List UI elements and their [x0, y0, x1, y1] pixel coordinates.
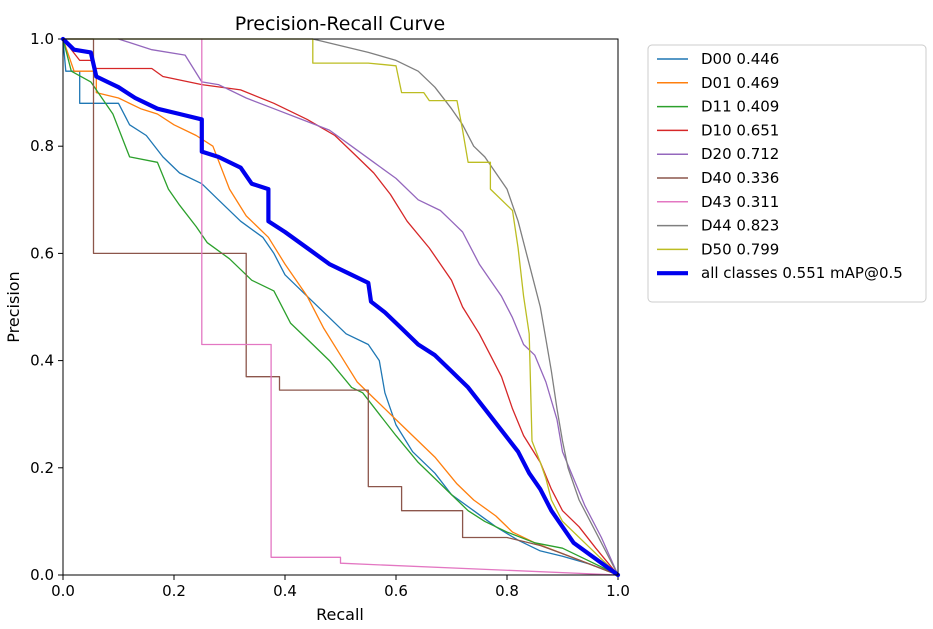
series-line-d20 [117, 38, 619, 576]
legend-label-d20: D20 0.712 [701, 145, 779, 163]
series-line-all-classes [60, 36, 621, 578]
axis-ticks: 0.0 0.2 0.4 0.6 0.8 1.0 0.0 0.2 0.4 0.6 0.8 1.0 [30, 30, 630, 600]
y-tick-label: 0.4 [30, 352, 54, 370]
y-tick-label: 0.6 [30, 244, 54, 262]
x-tick-label: 0.2 [162, 582, 186, 600]
legend-label-d01: D01 0.469 [701, 74, 779, 92]
legend-label-d00: D00 0.446 [701, 50, 779, 68]
y-tick-label: 0.8 [30, 137, 54, 155]
series-line-d44 [62, 38, 619, 576]
y-axis-label: Precision [4, 271, 23, 342]
chart-title: Precision-Recall Curve [235, 13, 445, 35]
legend-box [647, 44, 927, 303]
legend-label-d40: D40 0.336 [701, 169, 779, 187]
series-line-d11 [62, 38, 619, 576]
x-tick-label: 1.0 [606, 582, 630, 600]
series-line-d10 [62, 38, 619, 576]
legend-label-all-classes: all classes 0.551 mAP@0.5 [701, 264, 903, 282]
series-line-d01 [62, 38, 619, 576]
x-tick-label: 0.8 [495, 582, 519, 600]
series-lines [60, 36, 621, 578]
legend-label-d11: D11 0.409 [701, 98, 779, 116]
x-tick-label: 0.6 [384, 582, 408, 600]
series-line-d43 [201, 38, 619, 576]
legend-label-d44: D44 0.823 [701, 217, 779, 235]
y-tick-label: 0.0 [30, 566, 54, 584]
legend: D00 0.446 D01 0.469 D11 0.409 D10 0.651 D20 … [647, 44, 927, 303]
series-line-d40 [62, 38, 619, 576]
legend-label-d50: D50 0.799 [701, 240, 779, 258]
legend-label-d43: D43 0.311 [701, 193, 779, 211]
x-tick-label: 0.4 [273, 582, 297, 600]
x-tick-label: 0.0 [51, 582, 75, 600]
series-line-d50 [62, 38, 619, 576]
x-axis-label: Recall [316, 605, 364, 624]
y-tick-label: 0.2 [30, 459, 54, 477]
y-tick-label: 1.0 [30, 30, 54, 48]
plot-frame [62, 38, 619, 576]
legend-label-d10: D10 0.651 [701, 121, 779, 139]
series-line-d00 [62, 38, 619, 576]
